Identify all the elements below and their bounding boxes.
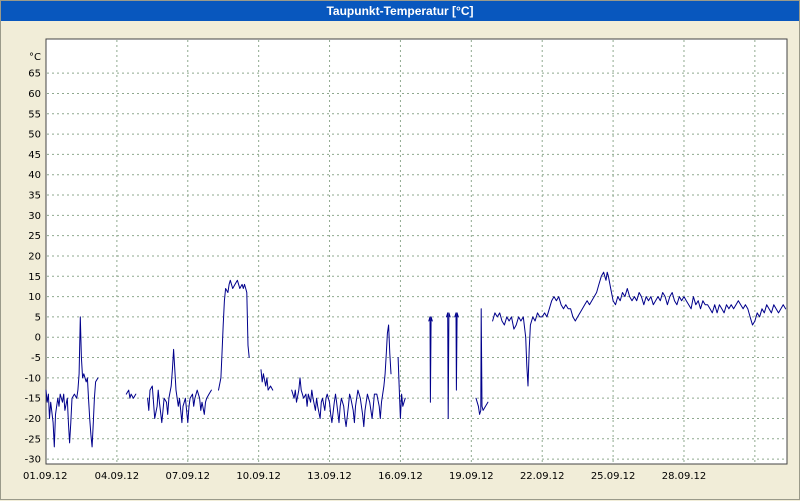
data-line-segment	[397, 357, 406, 419]
y-axis-tick-label: -20	[25, 414, 41, 425]
y-axis-tick-label: 35	[28, 191, 41, 202]
y-axis-tick-label: 0	[35, 333, 41, 344]
dewpoint-chart: 65605550454035302520151050-5-10-15-20-25…	[23, 38, 788, 482]
data-line-segment	[147, 348, 212, 424]
y-axis-tick-label: 55	[28, 109, 41, 120]
data-line-segment	[260, 369, 274, 391]
y-axis-tick-label: -30	[25, 455, 41, 466]
y-axis-tick-label: 20	[28, 251, 41, 262]
window-title: Taupunkt-Temperatur [°C]	[326, 4, 474, 18]
data-line-segment	[446, 312, 451, 419]
y-axis-tick-label: 30	[28, 211, 41, 222]
x-axis-tick-label: 10.09.12	[236, 471, 281, 482]
y-axis-tick-label: 5	[35, 312, 41, 323]
y-axis-tick-label: -15	[25, 394, 41, 405]
y-axis-tick-label: 45	[28, 150, 41, 161]
data-line-segment	[218, 279, 250, 391]
x-axis-tick-label: 01.09.12	[23, 471, 68, 482]
window-titlebar: Taupunkt-Temperatur [°C]	[1, 1, 799, 21]
x-axis-tick-label: 13.09.12	[307, 471, 352, 482]
x-axis-tick-label: 25.09.12	[591, 471, 636, 482]
y-axis-unit-label: °C	[29, 52, 41, 63]
y-axis-tick-label: 10	[28, 292, 41, 303]
y-axis-tick-label: -10	[25, 373, 41, 384]
y-axis-tick-label: 60	[28, 89, 41, 100]
y-axis-tick-label: -25	[25, 434, 41, 445]
data-line-segment	[428, 316, 433, 403]
y-axis-tick-label: 40	[28, 170, 41, 181]
x-axis-tick-label: 16.09.12	[378, 471, 423, 482]
data-line-segment	[475, 308, 489, 415]
data-line-segment	[454, 312, 459, 391]
x-axis-tick-label: 22.09.12	[520, 471, 565, 482]
data-line-segment	[291, 324, 392, 428]
x-axis-tick-label: 28.09.12	[662, 471, 707, 482]
data-line-segment	[492, 271, 787, 387]
x-axis-tick-label: 04.09.12	[95, 471, 140, 482]
data-line-segment	[45, 316, 99, 448]
y-axis-tick-label: -5	[31, 353, 41, 364]
data-line-segment	[125, 389, 137, 399]
y-axis-tick-label: 25	[28, 231, 41, 242]
x-axis-tick-label: 19.09.12	[449, 471, 494, 482]
y-axis-tick-label: 15	[28, 272, 41, 283]
y-axis-tick-label: 50	[28, 130, 41, 141]
x-axis-tick-label: 07.09.12	[166, 471, 211, 482]
y-axis-tick-label: 65	[28, 69, 41, 80]
